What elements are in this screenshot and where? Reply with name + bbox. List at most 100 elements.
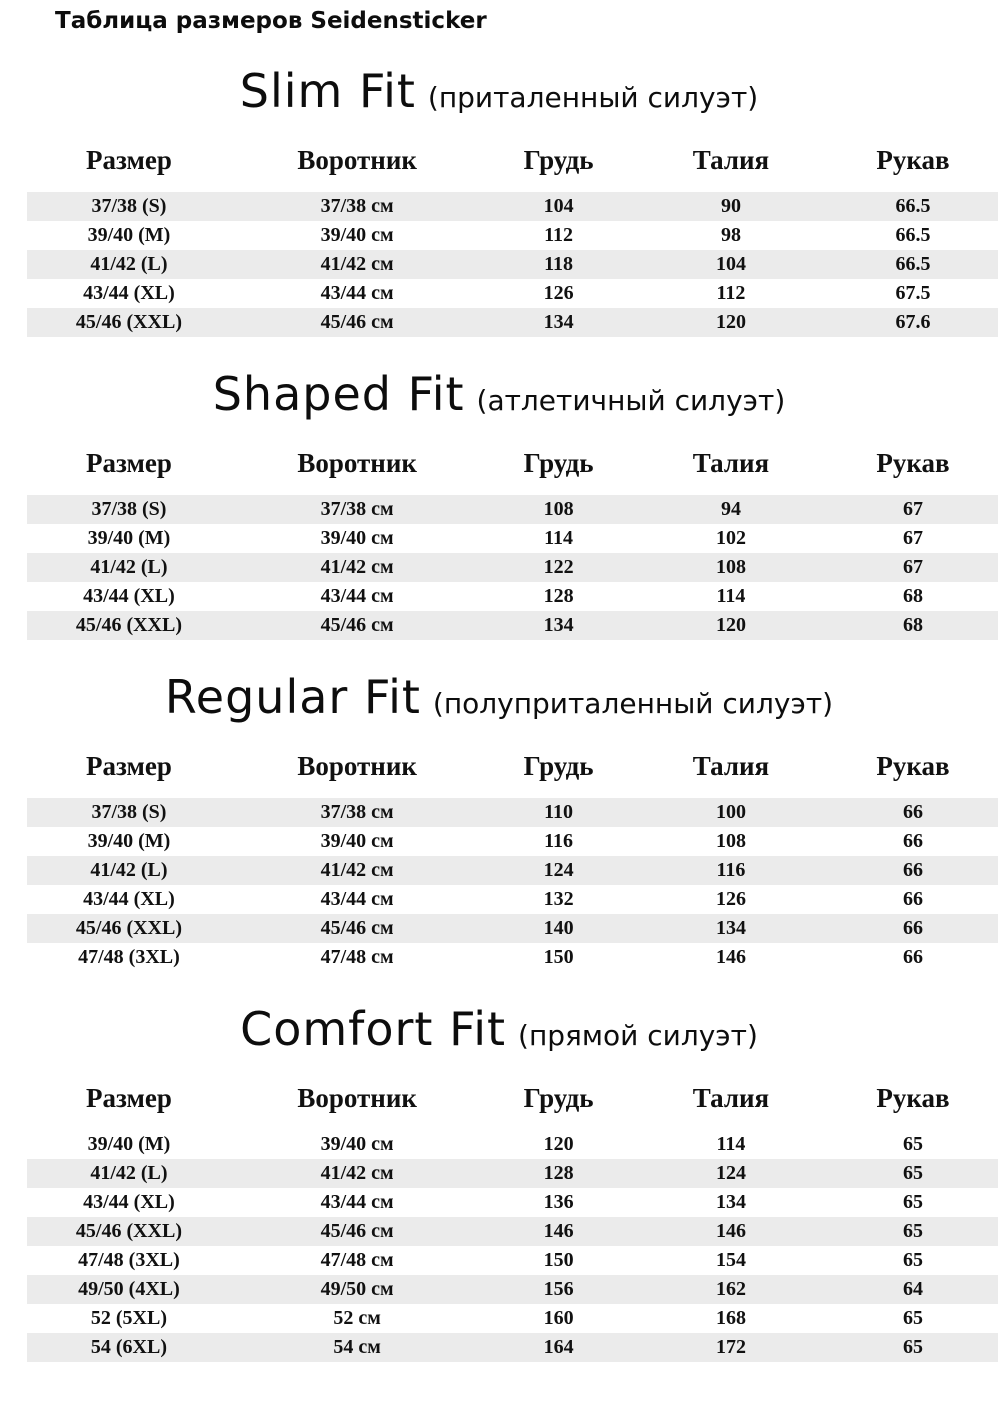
section-slim-fit: Slim Fit (приталенный силуэт) Размер Воротн… (0, 60, 998, 337)
cell-size: 45/46 (XXL) (27, 611, 231, 640)
cell-chest: 104 (483, 192, 634, 221)
column-header-sleeve: Рукав (876, 1083, 950, 1113)
section-title: Regular Fit (полуприталенный силуэт) (0, 666, 998, 739)
table-row: 47/48 (3XL) 47/48 см 150 154 65 (27, 1246, 998, 1275)
cell-waist: 146 (633, 1217, 829, 1246)
cell-size: 47/48 (3XL) (78, 1249, 180, 1271)
table-body: 39/40 (M) 39/40 см 120 114 65 41/42 (L) 41/42 … (27, 1130, 998, 1362)
cell-chest: 146 (483, 1217, 634, 1246)
table-body: 37/38 (S) 37/38 см 104 90 66.5 39/40 (M) 39/40… (27, 192, 998, 337)
cell-chest: 132 (543, 888, 574, 910)
header-row: Размер Воротник Грудь Талия Рукав (27, 137, 998, 192)
fit-name: Comfort Fit (240, 1002, 507, 1056)
cell-chest: 120 (543, 1133, 574, 1155)
cell-collar: 37/38 см (230, 192, 484, 221)
cell-chest: 150 (543, 1249, 574, 1271)
table-row: 54 (6XL) 54 см 164 172 65 (27, 1333, 998, 1362)
cell-chest: 126 (543, 282, 574, 304)
cell-collar: 41/42 см (230, 250, 484, 279)
cell-size: 43/44 (XL) (83, 282, 175, 304)
column-header-size: Размер (86, 145, 172, 175)
cell-sleeve: 66 (828, 798, 998, 827)
cell-collar: 41/42 см (230, 553, 484, 582)
cell-sleeve: 66 (828, 856, 998, 885)
column-header-sleeve: Рукав (876, 751, 950, 781)
cell-collar: 45/46 см (230, 914, 484, 943)
cell-collar: 49/50 см (230, 1275, 484, 1304)
cell-sleeve: 66 (903, 888, 924, 910)
cell-waist: 98 (720, 224, 741, 246)
section-title: Slim Fit (приталенный силуэт) (0, 60, 998, 133)
cell-sleeve: 65 (828, 1333, 998, 1362)
cell-size: 52 (5XL) (90, 1307, 167, 1329)
column-header-size: Размер (86, 751, 172, 781)
table-row: 39/40 (M) 39/40 см 114 102 67 (27, 524, 998, 553)
header-row: Размер Воротник Грудь Талия Рукав (27, 440, 998, 495)
column-header-size: Размер (86, 1083, 172, 1113)
table-row: 39/40 (M) 39/40 см 112 98 66.5 (27, 221, 998, 250)
cell-waist: 120 (633, 308, 829, 337)
cell-size: 45/46 (XXL) (27, 308, 231, 337)
table-header: Размер Воротник Грудь Талия Рукав (27, 743, 998, 798)
cell-sleeve: 65 (903, 1133, 924, 1155)
cell-waist: 154 (715, 1249, 746, 1271)
cell-chest: 114 (544, 527, 574, 549)
cell-waist: 134 (633, 914, 829, 943)
section-comfort-fit: Comfort Fit (прямой силуэт) Размер Воротник… (0, 998, 998, 1362)
cell-sleeve: 65 (903, 1307, 924, 1329)
column-header-collar: Воротник (297, 1083, 417, 1113)
section-title: Shaped Fit (атлетичный силуэт) (0, 363, 998, 436)
cell-collar: 39/40 см (320, 527, 394, 549)
cell-size: 43/44 (XL) (83, 888, 175, 910)
cell-waist: 116 (633, 856, 829, 885)
cell-size: 43/44 (XL) (83, 585, 175, 607)
table-body: 37/38 (S) 37/38 см 108 94 67 39/40 (M) 39/40 с… (27, 495, 998, 640)
column-header-sleeve: Рукав (876, 448, 950, 478)
table-row: 45/46 (XXL) 45/46 см 134 120 67.6 (27, 308, 998, 337)
cell-sleeve: 68 (828, 611, 998, 640)
cell-size: 41/42 (L) (27, 856, 231, 885)
cell-sleeve: 67 (828, 495, 998, 524)
cell-sleeve: 66.5 (828, 250, 998, 279)
header-row: Размер Воротник Грудь Талия Рукав (27, 743, 998, 798)
cell-chest: 134 (483, 308, 634, 337)
cell-waist: 108 (633, 553, 829, 582)
column-header-chest: Грудь (523, 1083, 594, 1113)
cell-waist: 126 (715, 888, 746, 910)
table-row: 37/38 (S) 37/38 см 108 94 67 (27, 495, 998, 524)
cell-collar: 39/40 см (320, 1133, 394, 1155)
cell-size: 41/42 (L) (27, 1159, 231, 1188)
table-row: 41/42 (L) 41/42 см 122 108 67 (27, 553, 998, 582)
table-row: 47/48 (3XL) 47/48 см 150 146 66 (27, 943, 998, 972)
cell-chest: 112 (544, 224, 574, 246)
cell-collar: 45/46 см (230, 1217, 484, 1246)
section-title: Comfort Fit (прямой силуэт) (0, 998, 998, 1071)
cell-collar: 43/44 см (320, 585, 394, 607)
cell-sleeve: 64 (828, 1275, 998, 1304)
cell-size: 45/46 (XXL) (27, 1217, 231, 1246)
table-row: 43/44 (XL) 43/44 см 136 134 65 (27, 1188, 998, 1217)
cell-size: 41/42 (L) (27, 553, 231, 582)
fit-name: Slim Fit (239, 64, 416, 118)
table-row: 37/38 (S) 37/38 см 104 90 66.5 (27, 192, 998, 221)
table-row: 41/42 (L) 41/42 см 124 116 66 (27, 856, 998, 885)
column-header-sleeve: Рукав (876, 145, 950, 175)
table-row: 37/38 (S) 37/38 см 110 100 66 (27, 798, 998, 827)
cell-waist: 112 (716, 282, 746, 304)
cell-size: 47/48 (3XL) (78, 946, 180, 968)
size-table: Размер Воротник Грудь Талия Рукав 37/38 (S) 37… (27, 743, 998, 972)
column-header-size: Размер (86, 448, 172, 478)
table-row: 39/40 (M) 39/40 см 120 114 65 (27, 1130, 998, 1159)
table-row: 39/40 (M) 39/40 см 116 108 66 (27, 827, 998, 856)
cell-sleeve: 66.5 (828, 192, 998, 221)
cell-sleeve: 65 (903, 1249, 924, 1271)
fit-name: Regular Fit (164, 670, 421, 724)
fit-subtitle: (полуприталенный силуэт) (432, 687, 834, 720)
cell-waist: 102 (715, 527, 746, 549)
cell-size: 54 (6XL) (27, 1333, 231, 1362)
cell-collar: 47/48 см (320, 1249, 394, 1271)
size-table: Размер Воротник Грудь Талия Рукав 39/40 (M) 39… (27, 1075, 998, 1362)
cell-collar: 47/48 см (320, 946, 394, 968)
page-title: Таблица размеров Seidensticker (55, 8, 487, 34)
